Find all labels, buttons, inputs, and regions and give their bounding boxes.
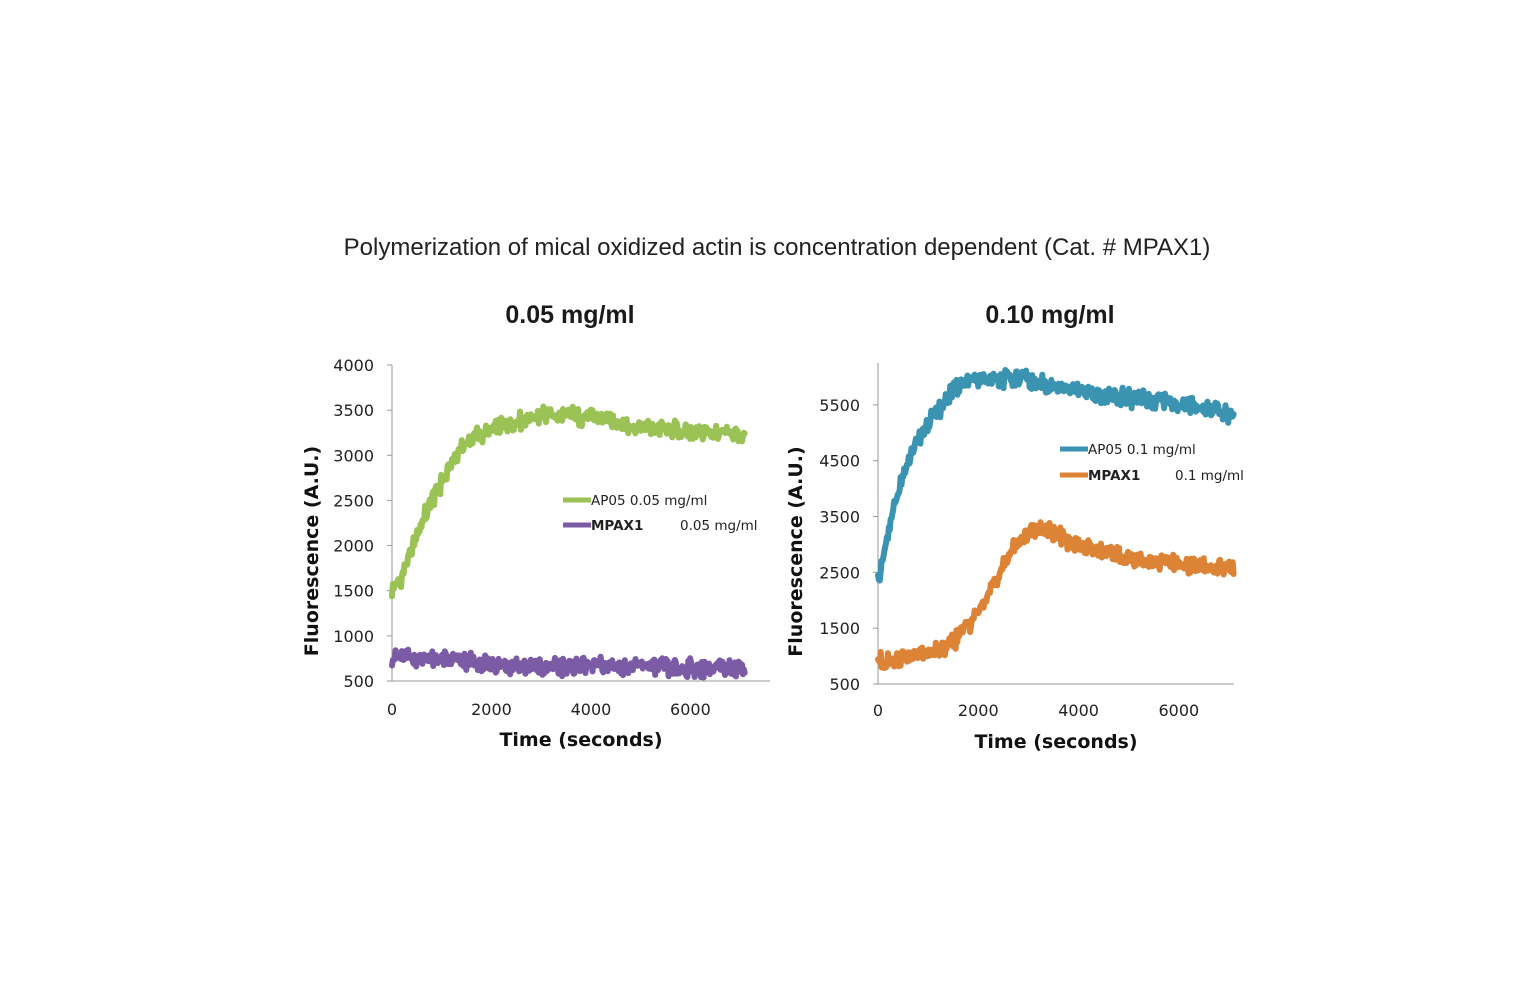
y-tick-label: 3000 [333, 446, 374, 465]
y-tick-label: 500 [829, 675, 860, 694]
x-tick-label: 6000 [670, 700, 711, 719]
y-tick-label: 1000 [333, 627, 374, 646]
panel-title-left: 0.05 mg/ml [505, 301, 635, 329]
x-axis-title: Time (seconds) [974, 731, 1137, 753]
x-tick-label: 4000 [571, 700, 612, 719]
panel-title-right: 0.10 mg/ml [985, 301, 1115, 329]
y-tick-label: 3500 [819, 508, 860, 527]
series-line-2 [389, 646, 748, 681]
series-line-2 [875, 519, 1237, 672]
series-line-1 [875, 367, 1237, 584]
series-line-1 [389, 403, 748, 600]
y-tick-label: 500 [343, 672, 374, 691]
y-tick-label: 1500 [819, 619, 860, 638]
legend-label-2: MPAX1 [1088, 468, 1140, 484]
legend-label-1: AP05 0.05 mg/ml [591, 493, 707, 509]
y-tick-label: 2000 [333, 537, 374, 556]
y-tick-label: 1500 [333, 582, 374, 601]
y-tick-label: 4000 [333, 356, 374, 375]
x-tick-label: 0 [387, 700, 397, 719]
x-tick-label: 0 [873, 701, 883, 720]
x-tick-label: 6000 [1158, 701, 1199, 720]
y-tick-label: 5500 [819, 396, 860, 415]
legend-label-1: AP05 0.1 mg/ml [1088, 442, 1196, 458]
x-axis-title: Time (seconds) [499, 729, 662, 751]
x-tick-label: 2000 [958, 701, 999, 720]
x-tick-label: 4000 [1058, 701, 1099, 720]
legend-label-2: MPAX1 [591, 518, 643, 534]
legend-label-2: 0.1 mg/ml [1175, 468, 1244, 484]
y-tick-label: 2500 [819, 563, 860, 582]
y-axis-title: Fluorescence (A.U.) [301, 446, 323, 656]
figure-title: Polymerization of mical oxidized actin i… [343, 234, 1211, 261]
y-tick-label: 3500 [333, 401, 374, 420]
y-axis-title: Fluorescence (A.U.) [785, 446, 807, 656]
y-tick-label: 2500 [333, 491, 374, 510]
y-tick-label: 4500 [819, 452, 860, 471]
legend-label-2: 0.05 mg/ml [680, 518, 758, 534]
x-tick-label: 2000 [471, 700, 512, 719]
